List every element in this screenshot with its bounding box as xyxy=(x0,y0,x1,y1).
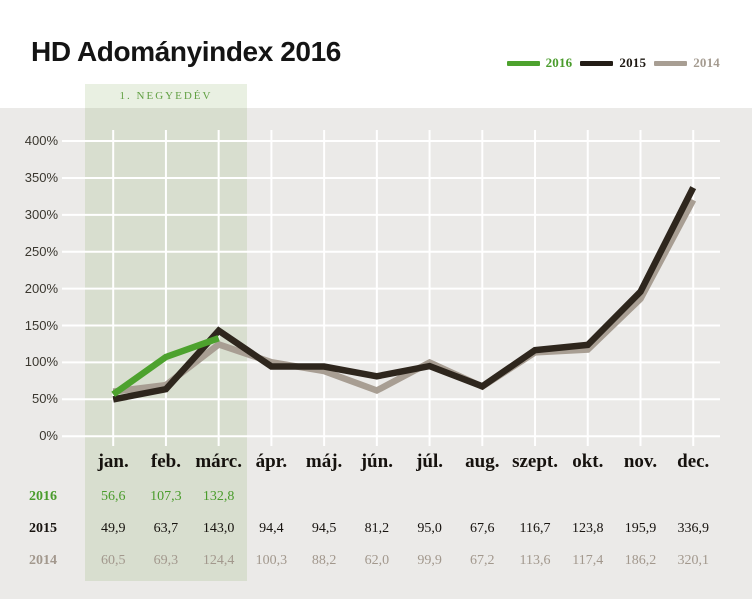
month-label-jún: jún. xyxy=(360,451,393,472)
month-label-ápr: ápr. xyxy=(255,451,288,472)
table-row-label-2014: 2014 xyxy=(29,553,57,568)
table-cell-2014-máj: 88,2 xyxy=(311,553,337,568)
table-cell-2014-márc: 124,4 xyxy=(202,553,235,568)
legend-item-2014: 2014 xyxy=(654,55,720,71)
table-cell-2014-júl: 99,9 xyxy=(417,553,442,568)
month-label-aug: aug. xyxy=(465,451,500,472)
table-cell-2014-okt: 117,4 xyxy=(572,553,604,568)
month-label-júl: júl. xyxy=(416,451,444,472)
table-cell-2014-szept: 113,6 xyxy=(519,553,551,568)
series-line-2015 xyxy=(112,186,697,403)
month-label-szept: szept. xyxy=(512,451,558,472)
y-tick-50%: 50% xyxy=(31,391,58,407)
table-cell-2016-márc: 132,8 xyxy=(202,489,235,504)
legend-swatch-2014-icon xyxy=(654,60,688,66)
table-row-label-2015: 2015 xyxy=(29,521,57,536)
y-tick-300%: 300% xyxy=(24,206,58,222)
month-label-jan: jan. xyxy=(97,451,129,472)
table-cell-2016-jan: 56,6 xyxy=(100,489,126,504)
table-cell-2015-feb: 63,7 xyxy=(153,521,179,536)
table-cell-2015-szept: 116,7 xyxy=(519,521,551,536)
legend-label-2015: 2015 xyxy=(619,55,647,70)
first-quarter-label: 1. NEGYEDÉV xyxy=(119,90,213,102)
table-cell-2014-dec: 320,1 xyxy=(677,553,709,568)
page-title: HD Adományindex 2016 xyxy=(31,36,341,67)
month-label-feb: feb. xyxy=(150,451,181,472)
month-label-márc: márc. xyxy=(195,451,242,472)
table-cell-2015-nov: 195,9 xyxy=(624,521,657,536)
y-tick-150%: 150% xyxy=(24,317,58,333)
legend-swatch-2016-icon xyxy=(506,60,540,66)
y-tick-0%: 0% xyxy=(39,428,58,444)
table-cell-2015-okt: 123,8 xyxy=(572,521,604,536)
table-cell-2015-aug: 67,6 xyxy=(470,521,495,536)
legend: 2016 2015 2014 xyxy=(506,55,720,71)
month-label-okt: okt. xyxy=(572,451,604,472)
table-cell-2015-júl: 95,0 xyxy=(417,521,442,536)
table-cell-2014-ápr: 100,3 xyxy=(255,553,288,568)
table-cell-2015-ápr: 94,4 xyxy=(259,521,284,536)
table-cell-2015-jan: 49,9 xyxy=(100,521,126,536)
legend-label-2014: 2014 xyxy=(693,55,720,70)
table-cell-2015-dec: 336,9 xyxy=(677,521,709,536)
y-tick-100%: 100% xyxy=(24,354,58,370)
legend-label-2016: 2016 xyxy=(545,55,573,70)
table-cell-2016-feb: 107,3 xyxy=(150,489,182,504)
y-tick-200%: 200% xyxy=(24,280,58,296)
table-cell-2014-aug: 67,2 xyxy=(470,553,495,568)
month-label-nov: nov. xyxy=(623,451,658,472)
series-line-2016 xyxy=(111,335,220,398)
month-label-máj: máj. xyxy=(305,451,343,472)
month-label-dec: dec. xyxy=(677,451,710,472)
table-cell-2015-márc: 143,0 xyxy=(202,521,235,536)
table-cell-2014-nov: 186,2 xyxy=(624,553,657,568)
table-row-label-2016: 2016 xyxy=(29,489,57,504)
table-cell-2015-máj: 94,5 xyxy=(311,521,337,536)
y-tick-400%: 400% xyxy=(24,133,58,149)
table-cell-2014-feb: 69,3 xyxy=(153,553,179,568)
table-cell-2015-jún: 81,2 xyxy=(364,521,390,536)
legend-item-2015: 2015 xyxy=(580,55,646,71)
series-line-2014 xyxy=(112,198,697,395)
table-cell-2014-jan: 60,5 xyxy=(100,553,126,568)
y-tick-250%: 250% xyxy=(24,243,58,259)
table-cell-2014-jún: 62,0 xyxy=(364,553,390,568)
y-tick-350%: 350% xyxy=(24,169,58,185)
legend-item-2016: 2016 xyxy=(506,55,573,71)
legend-swatch-2015-icon xyxy=(580,60,614,66)
